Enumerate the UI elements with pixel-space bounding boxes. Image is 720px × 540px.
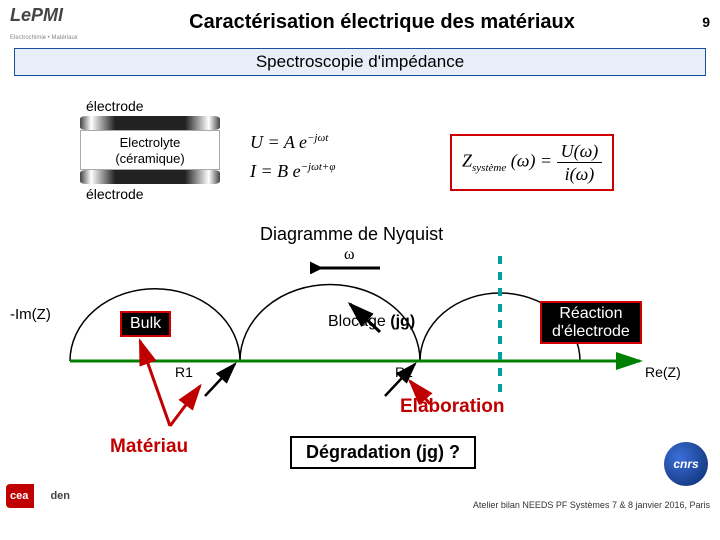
reaction-tag: Réaction d'électrode xyxy=(540,301,642,344)
degradation-box: Dégradation (jg) ? xyxy=(290,436,476,469)
footer-note: Atelier bilan NEEDS PF Systèmes 7 & 8 ja… xyxy=(473,500,710,510)
cea-logo-box: cea xyxy=(6,484,76,508)
slide-header: LePMI Electrochimie • Matériaux Caractér… xyxy=(0,0,720,44)
blocage-tag: Blocage (jg) xyxy=(320,311,423,333)
page-number: 9 xyxy=(674,14,710,30)
bulk-tag: Bulk xyxy=(120,311,171,337)
rez-label: Re(Z) xyxy=(645,364,681,380)
logo-sub: Electrochimie • Matériaux xyxy=(10,35,78,41)
content-area: électrode Electrolyte (céramique) électr… xyxy=(0,86,720,516)
slide-subtitle: Spectroscopie d'impédance xyxy=(14,48,706,76)
y-axis-label: -Im(Z) xyxy=(10,306,51,323)
logo-main: LePMI xyxy=(10,5,90,26)
slide-title: Caractérisation électrique des matériaux xyxy=(90,11,674,34)
r2-label: R2 xyxy=(395,364,413,380)
cea-logo: cea xyxy=(6,484,76,508)
elaboration-label: Elaboration xyxy=(400,396,505,418)
materiau-label: Matériau xyxy=(110,436,188,458)
lepmi-logo: LePMI Electrochimie • Matériaux xyxy=(10,5,90,39)
r1-label: R1 xyxy=(175,364,193,380)
cnrs-logo: cnrs xyxy=(664,442,708,486)
